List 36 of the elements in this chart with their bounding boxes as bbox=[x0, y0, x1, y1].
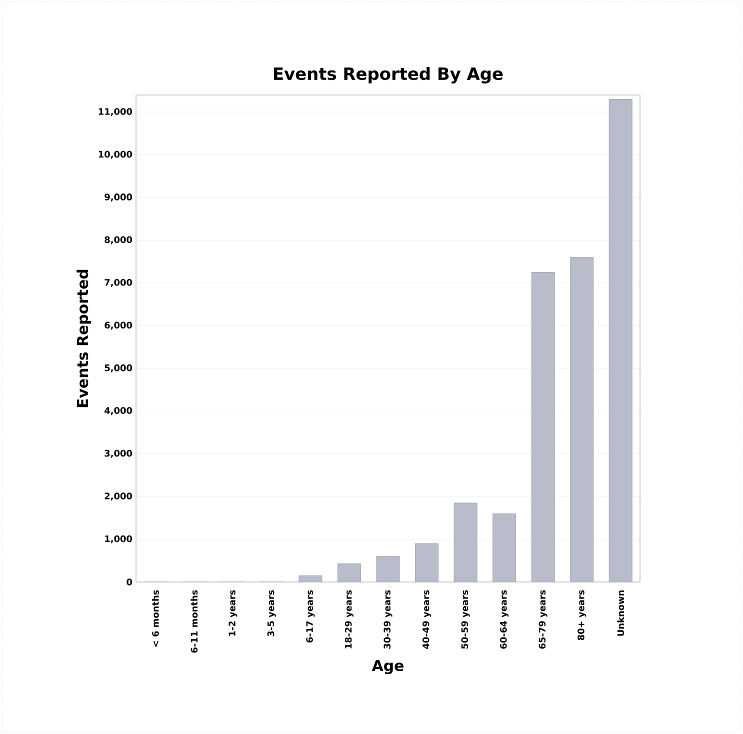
bar bbox=[454, 502, 478, 582]
y-tick-label: 4,000 bbox=[104, 407, 132, 416]
bar bbox=[532, 272, 555, 582]
y-tick-label: 8,000 bbox=[104, 236, 132, 244]
bar bbox=[570, 257, 594, 582]
chart-title: Events Reported By Age bbox=[274, 66, 503, 84]
x-tick-label: 6-11 months bbox=[190, 590, 198, 653]
y-axis-title: Events Reported bbox=[76, 270, 92, 408]
y-tick-label: 2,000 bbox=[104, 492, 132, 501]
y-tick-label: 7,000 bbox=[104, 278, 132, 287]
x-tick-label: 6-17 years bbox=[306, 590, 315, 643]
bar bbox=[338, 564, 361, 582]
y-tick-label: 1,000 bbox=[105, 535, 132, 544]
x-tick-label: 3-5 years bbox=[267, 590, 276, 636]
x-tick-label: 60-64 years bbox=[500, 590, 509, 649]
bar bbox=[492, 514, 516, 582]
bar bbox=[415, 544, 438, 582]
y-tick-label: 6,000 bbox=[104, 322, 132, 330]
x-tick-label: 40-49 years bbox=[422, 590, 432, 649]
x-axis-title: Age bbox=[372, 660, 404, 674]
x-tick-label: 30-39 years bbox=[384, 590, 392, 649]
x-tick-label: 50-59 years bbox=[461, 590, 470, 649]
x-tick-label: < 6 months bbox=[152, 590, 159, 647]
x-tick-label: 80+ years bbox=[578, 590, 586, 640]
x-tick-label: 18-29 years bbox=[344, 590, 354, 648]
y-tick-label: 9,000 bbox=[104, 194, 132, 202]
y-tick-label: 0 bbox=[126, 578, 132, 586]
y-tick-label: 5,000 bbox=[104, 364, 132, 372]
x-tick-label: 1-2 years bbox=[228, 590, 238, 636]
bar bbox=[608, 99, 632, 582]
y-tick-label: 10,000 bbox=[98, 150, 132, 159]
x-tick-label: 65-79 years bbox=[538, 590, 548, 649]
y-tick-label: 3,000 bbox=[104, 450, 132, 458]
x-tick-label: Unknown bbox=[617, 590, 624, 636]
y-tick-label: 11,000 bbox=[98, 108, 132, 116]
bar bbox=[376, 556, 400, 582]
